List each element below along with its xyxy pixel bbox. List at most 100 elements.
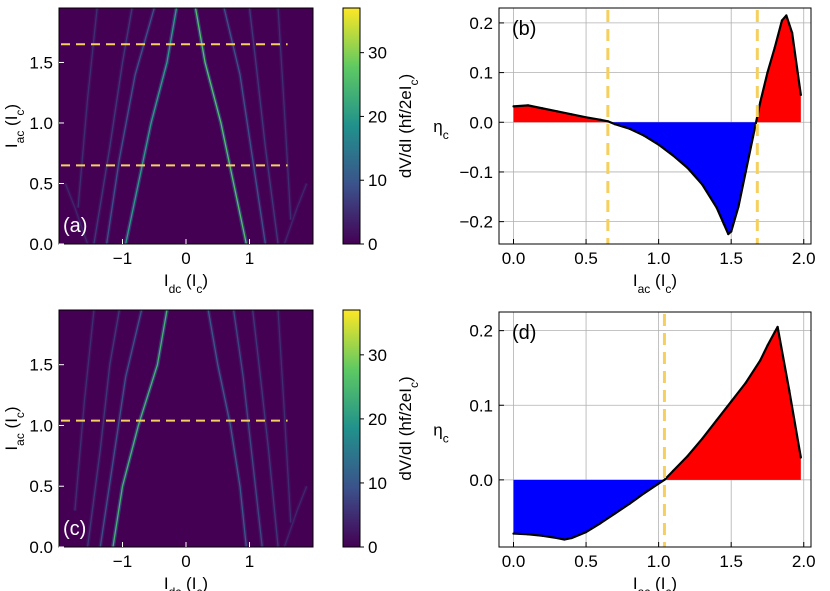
colorbar-tick-label: 20 [368, 410, 387, 429]
y-tick-label: 0.1 [469, 396, 493, 415]
panel-b: (b) 0.0 0.5 1.0 1.5 2.0 −0.2 −0.1 0.0 0.1 0.2 Iac (… [433, 7, 816, 296]
x-axis-label-part: (I [181, 574, 196, 591]
x-axis-label: Idc (Ic) [164, 574, 208, 591]
data-point-18 [744, 381, 747, 384]
colorbar-label: dV/dI (hf/2eIc) [396, 74, 421, 178]
plot-frame [498, 311, 812, 548]
data-point-19 [737, 205, 740, 208]
y-tick-label: −0.1 [459, 163, 493, 182]
colorbar-label-part: ) [396, 376, 415, 382]
colorbar-label-part: ) [396, 74, 415, 80]
x-tick-label: 2.0 [792, 552, 816, 571]
plot-frame [498, 7, 812, 245]
x-tick-label: 0.5 [574, 249, 598, 268]
data-point-23 [766, 71, 769, 74]
y-axis-label-part: η [433, 421, 442, 440]
panel-label: (a) [63, 215, 87, 237]
negative-area-1 [610, 122, 757, 235]
y-tick-label: 0.0 [469, 471, 493, 490]
x-tick-label: 0.0 [502, 249, 526, 268]
positive-area-1 [664, 326, 801, 480]
data-point-2 [541, 107, 544, 110]
data-point-21 [773, 331, 776, 334]
x-axis-label-part: c [665, 282, 671, 296]
resonance-line-3 [232, 310, 263, 547]
data-point-15 [715, 206, 718, 209]
data-point-26 [785, 14, 788, 17]
data-point-20 [744, 170, 747, 174]
data-point-27 [791, 31, 794, 34]
x-tick-label: 0.5 [574, 552, 598, 571]
colorbar-label-part: c [407, 80, 421, 86]
data-point-25 [780, 19, 784, 22]
y-tick-label: 0.0 [29, 538, 53, 557]
data-point-21 [751, 136, 755, 139]
panel-label: (c) [63, 518, 86, 540]
x-axis-label: Idc (Ic) [164, 271, 208, 296]
resonance-line-1 [207, 310, 247, 547]
y-tick-label: 0.2 [469, 322, 493, 341]
data-point-8 [613, 123, 617, 126]
data-point-0 [512, 532, 515, 535]
data-point-17 [727, 232, 730, 236]
data-point-14 [686, 454, 689, 458]
data-point-1 [526, 533, 530, 536]
colorbar-label-part: dV/dI (hf/2eI [396, 388, 415, 481]
x-axis-label-part: I [633, 574, 638, 591]
y-tick-label: 0.5 [29, 174, 53, 193]
x-axis-label-part: ) [671, 574, 677, 591]
data-point-8 [613, 512, 617, 515]
data-point-6 [599, 118, 602, 121]
colorbar [342, 7, 361, 245]
data-point-10 [643, 492, 646, 495]
x-axis-label-part: dc [169, 282, 182, 296]
resonance-line-0 [112, 310, 168, 547]
colorbar-tick-label: 0 [368, 235, 377, 254]
data-point-18 [730, 230, 733, 233]
resonance-line-6 [77, 8, 98, 208]
data-point-13 [672, 469, 675, 473]
negative-area-0 [513, 479, 665, 540]
resonance-line-2 [105, 8, 155, 244]
heatmap-curves [63, 8, 309, 244]
x-axis-label-part: c [196, 585, 202, 591]
x-tick-label: −1 [113, 552, 132, 571]
y-axis-label-part: (I [2, 418, 21, 433]
data-point-16 [722, 223, 726, 226]
x-axis-label-part: I [633, 271, 638, 290]
x-axis-label-part: ac [638, 585, 651, 591]
resonance-line-2 [99, 310, 143, 547]
data-point-14 [701, 183, 704, 186]
y-axis-label-part: ) [2, 406, 21, 412]
y-axis-label-part: ) [2, 104, 21, 110]
x-tick-label: 1.5 [719, 249, 743, 268]
panel-label: (b) [512, 18, 536, 40]
x-axis-label-part: (I [650, 271, 665, 290]
y-axis-label-part: η [433, 117, 442, 136]
resonance-line-8 [64, 183, 89, 244]
x-axis-label: Iac (Ic) [633, 574, 677, 591]
resonance-line-5 [248, 8, 279, 244]
x-tick-label: −1 [113, 249, 132, 268]
data-point-7 [599, 522, 602, 525]
y-tick-label: 1.5 [29, 356, 53, 375]
x-axis-label-part: I [164, 271, 169, 290]
data-point-22 [759, 101, 762, 104]
data-point-7 [606, 120, 609, 123]
x-tick-label: 1.0 [647, 249, 671, 268]
data-point-22 [776, 325, 779, 329]
y-axis-label-part: c [13, 110, 27, 116]
data-point-20 [766, 344, 769, 347]
data-point-28 [799, 93, 802, 97]
x-axis-label-part: c [196, 282, 202, 296]
colorbar-label-part: c [407, 382, 421, 388]
x-tick-label: 0 [181, 249, 190, 268]
x-axis-label-part: ) [202, 574, 208, 591]
x-axis-label-part: (I [181, 271, 196, 290]
x-axis-label-part: I [164, 574, 169, 591]
y-tick-label: 1.0 [29, 114, 53, 133]
y-axis-label: ηc [433, 421, 448, 446]
data-point-13 [686, 166, 689, 170]
